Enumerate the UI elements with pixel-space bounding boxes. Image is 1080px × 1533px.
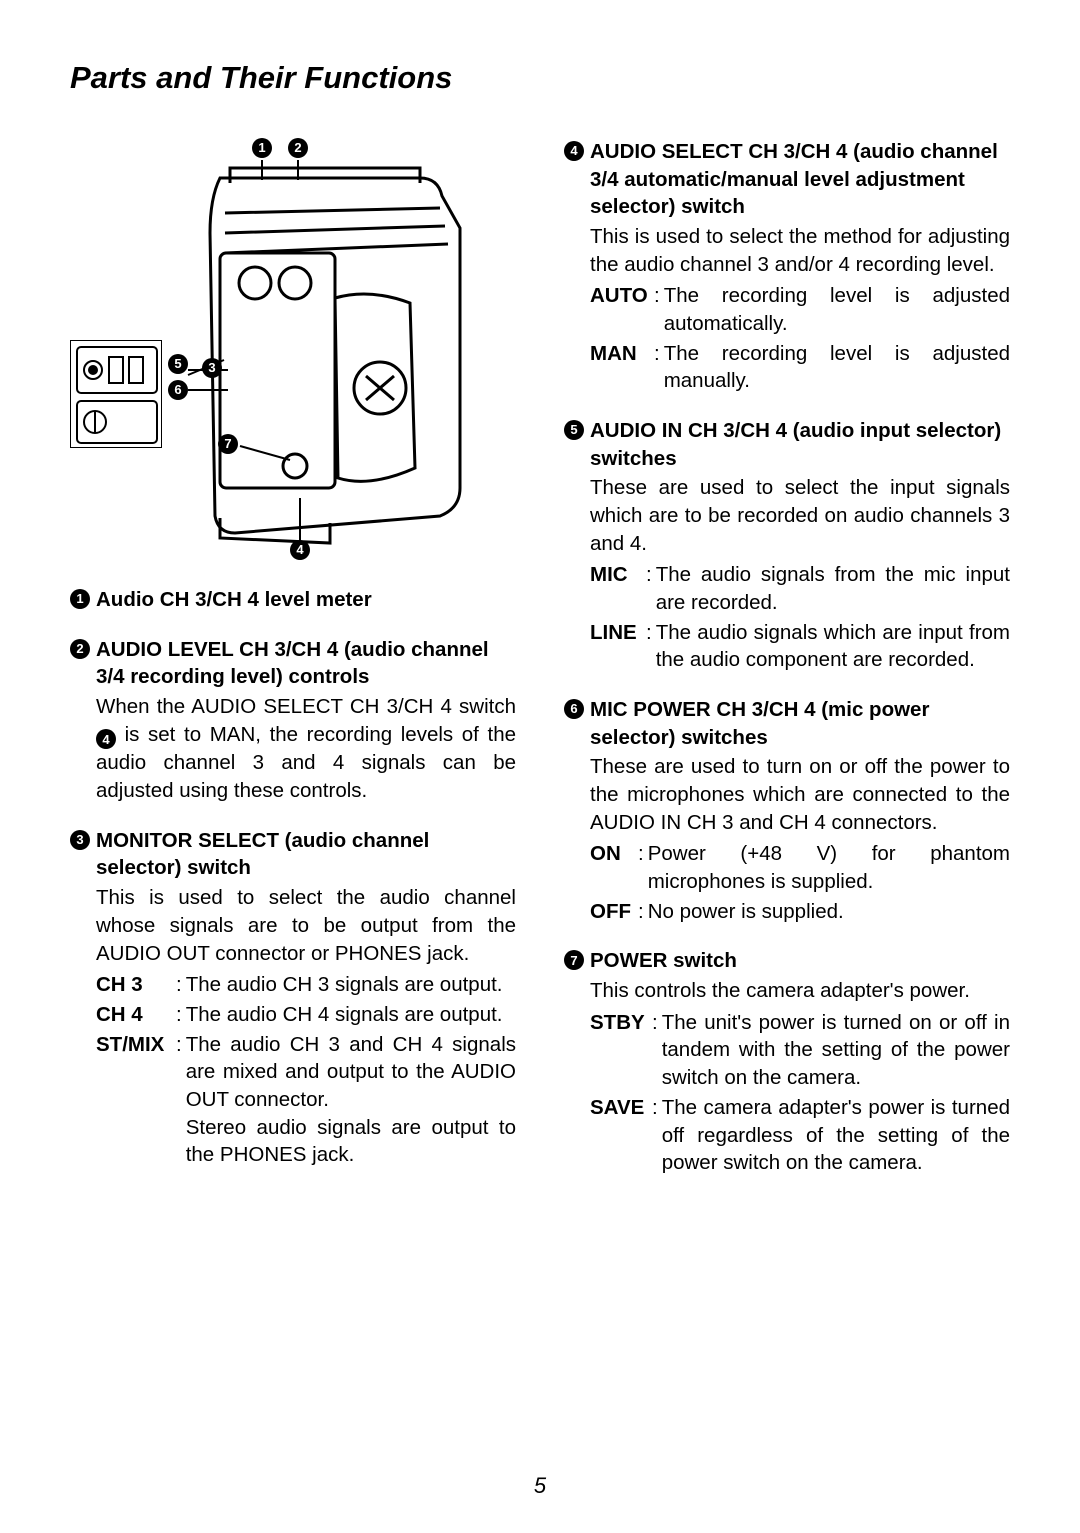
item-4-num: 4 [564, 141, 584, 161]
item-3-sublist: CH 3:The audio CH 3 signals are output.C… [96, 971, 516, 1169]
sublist-colon: : [650, 1009, 662, 1092]
sublist-row: OFF:No power is supplied. [590, 898, 1010, 926]
sublist-row: SAVE:The camera adapter's power is turne… [590, 1094, 1010, 1177]
diagram-detail-inset [70, 340, 162, 448]
sublist-colon: : [652, 282, 664, 337]
item-6-title: MIC POWER CH 3/CH 4 (mic power selector)… [590, 696, 1010, 751]
sublist-colon: : [174, 971, 186, 999]
item-6-body: These are used to turn on or off the pow… [590, 753, 1010, 836]
item-3-body-wrap: This is used to select the audio channel… [70, 884, 516, 1169]
callout-7: 7 [218, 434, 238, 454]
callout-3: 3 [202, 358, 222, 378]
item-7-body: This controls the camera adapter's power… [590, 977, 1010, 1005]
item-5: 5 AUDIO IN CH 3/CH 4 (audio input select… [564, 417, 1010, 674]
sublist-colon: : [650, 1094, 662, 1177]
page-title: Parts and Their Functions [70, 60, 1010, 96]
sublist-row: AUTO:The recording level is adjusted aut… [590, 282, 1010, 337]
item-5-body-wrap: These are used to select the input signa… [564, 474, 1010, 674]
sublist-colon: : [644, 619, 656, 674]
sublist-colon: : [636, 898, 648, 926]
sublist-value: The audio CH 4 signals are output. [186, 1001, 516, 1029]
sublist-colon: : [174, 1001, 186, 1029]
sublist-key: ST/MIX [96, 1031, 174, 1169]
sublist-key: ON [590, 840, 636, 895]
sublist-row: MIC:The audio signals from the mic input… [590, 561, 1010, 616]
item-6: 6 MIC POWER CH 3/CH 4 (mic power selecto… [564, 696, 1010, 925]
sublist-value: The recording level is adjusted manually… [664, 340, 1010, 395]
item-4-body-wrap: This is used to select the method for ad… [564, 223, 1010, 395]
sublist-value: The camera adapter's power is turned off… [662, 1094, 1010, 1177]
item-5-body: These are used to select the input signa… [590, 474, 1010, 557]
sublist-colon: : [644, 561, 656, 616]
callout-6: 6 [168, 380, 188, 400]
sublist-row: STBY:The unit's power is turned on or of… [590, 1009, 1010, 1092]
sublist-value: The audio CH 3 and CH 4 signals are mixe… [186, 1031, 516, 1169]
item-5-title: AUDIO IN CH 3/CH 4 (audio input selector… [590, 417, 1010, 472]
right-column: 4 AUDIO SELECT CH 3/CH 4 (audio channel … [564, 138, 1010, 1199]
item-5-num: 5 [564, 420, 584, 440]
sublist-row: CH 4:The audio CH 4 signals are output. [96, 1001, 516, 1029]
item-6-num: 6 [564, 699, 584, 719]
item-4-body: This is used to select the method for ad… [590, 223, 1010, 278]
sublist-row: LINE:The audio signals which are input f… [590, 619, 1010, 674]
item-2-body: When the AUDIO SELECT CH 3/CH 4 switch 4… [70, 693, 516, 805]
item-4-sublist: AUTO:The recording level is adjusted aut… [590, 282, 1010, 395]
page-number: 5 [0, 1473, 1080, 1499]
sublist-row: MAN:The recording level is adjusted manu… [590, 340, 1010, 395]
sublist-key: MAN [590, 340, 652, 395]
sublist-key: CH 3 [96, 971, 174, 999]
sublist-key: CH 4 [96, 1001, 174, 1029]
sublist-value: Power (+48 V) for phantom microphones is… [648, 840, 1010, 895]
callout-5: 5 [168, 354, 188, 374]
item-2-body-post: is set to MAN, the recording levels of t… [96, 723, 516, 802]
sublist-row: ST/MIX:The audio CH 3 and CH 4 signals a… [96, 1031, 516, 1169]
sublist-key: MIC [590, 561, 644, 616]
sublist-value: The audio CH 3 signals are output. [186, 971, 516, 999]
callout-2: 2 [288, 138, 308, 158]
item-1-num: 1 [70, 589, 90, 609]
sublist-colon: : [652, 340, 664, 395]
sublist-value: The unit's power is turned on or off in … [662, 1009, 1010, 1092]
sublist-value: The audio signals from the mic input are… [656, 561, 1010, 616]
item-5-sublist: MIC:The audio signals from the mic input… [590, 561, 1010, 674]
sublist-key: OFF [590, 898, 636, 926]
item-7-num: 7 [564, 950, 584, 970]
item-6-body-wrap: These are used to turn on or off the pow… [564, 753, 1010, 925]
device-diagram: 1 2 3 4 5 6 7 [70, 138, 516, 568]
sublist-key: SAVE [590, 1094, 650, 1177]
callout-4: 4 [290, 540, 310, 560]
sublist-key: LINE [590, 619, 644, 674]
item-4-title: AUDIO SELECT CH 3/CH 4 (audio channel 3/… [590, 138, 1010, 221]
item-3: 3 MONITOR SELECT (audio channel selector… [70, 827, 516, 1169]
sublist-key: STBY [590, 1009, 650, 1092]
item-2-title: AUDIO LEVEL CH 3/CH 4 (audio channel 3/4… [96, 636, 516, 691]
item-2-ref-icon: 4 [96, 729, 116, 749]
item-4: 4 AUDIO SELECT CH 3/CH 4 (audio channel … [564, 138, 1010, 395]
sublist-value: The audio signals which are input from t… [656, 619, 1010, 674]
item-3-num: 3 [70, 830, 90, 850]
content-columns: 1 2 3 4 5 6 7 1 Audio CH 3/CH 4 level me… [70, 138, 1010, 1199]
sublist-colon: : [174, 1031, 186, 1169]
item-7: 7 POWER switch This controls the camera … [564, 947, 1010, 1176]
item-2: 2 AUDIO LEVEL CH 3/CH 4 (audio channel 3… [70, 636, 516, 805]
sublist-row: ON:Power (+48 V) for phantom microphones… [590, 840, 1010, 895]
item-1: 1 Audio CH 3/CH 4 level meter [70, 586, 516, 614]
sublist-value: The recording level is adjusted automati… [664, 282, 1010, 337]
item-2-num: 2 [70, 639, 90, 659]
left-column: 1 2 3 4 5 6 7 1 Audio CH 3/CH 4 level me… [70, 138, 516, 1199]
item-2-body-pre: When the AUDIO SELECT CH 3/CH 4 switch [96, 695, 516, 718]
item-1-title: Audio CH 3/CH 4 level meter [96, 586, 516, 614]
callout-1: 1 [252, 138, 272, 158]
item-3-title: MONITOR SELECT (audio channel selector) … [96, 827, 516, 882]
item-7-title: POWER switch [590, 947, 1010, 975]
item-7-body-wrap: This controls the camera adapter's power… [564, 977, 1010, 1177]
sublist-colon: : [636, 840, 648, 895]
sublist-value: No power is supplied. [648, 898, 1010, 926]
sublist-row: CH 3:The audio CH 3 signals are output. [96, 971, 516, 999]
item-3-body: This is used to select the audio channel… [96, 884, 516, 967]
item-6-sublist: ON:Power (+48 V) for phantom microphones… [590, 840, 1010, 925]
sublist-key: AUTO [590, 282, 652, 337]
item-7-sublist: STBY:The unit's power is turned on or of… [590, 1009, 1010, 1177]
